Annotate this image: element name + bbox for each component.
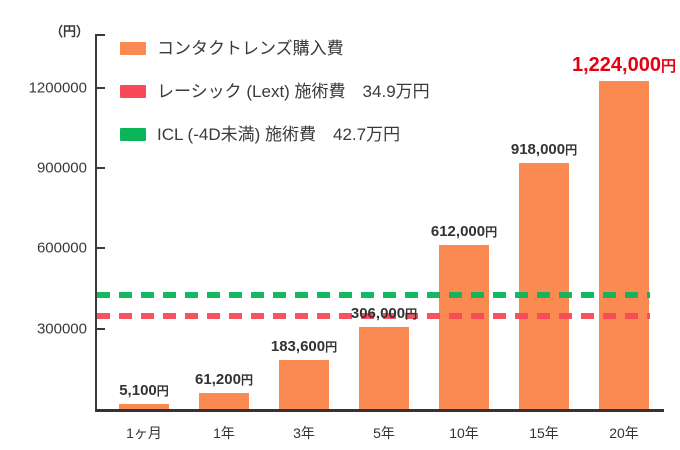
bar-value-amount: 1,224,000 xyxy=(572,54,661,77)
legend-label: コンタクトレンズ購入費 xyxy=(157,38,344,58)
bar xyxy=(279,359,329,409)
bar-value-label: 918,000円 xyxy=(459,142,629,157)
legend-item: レーシック (Lext) 施術費 34.9万円 xyxy=(120,82,430,100)
bar xyxy=(439,245,489,409)
bar-value-unit: 円 xyxy=(240,372,253,387)
x-axis-label: 15年 xyxy=(529,425,559,441)
bar-value-unit: 円 xyxy=(485,225,498,240)
x-axis-label: 10年 xyxy=(449,425,479,441)
legend-swatch xyxy=(120,41,146,55)
bar-value-unit: 円 xyxy=(156,384,169,398)
legend-swatch xyxy=(120,84,146,98)
bar-value-label: 61,200円 xyxy=(139,372,309,387)
y-axis-tick xyxy=(97,327,105,330)
bar-value-label: 612,000円 xyxy=(379,224,549,239)
bar-value-label: 306,000円 xyxy=(299,306,469,321)
bar xyxy=(359,327,409,409)
plot-area: （円） コンタクトレンズ購入費レーシック (Lext) 施術費 34.9万円 IC… xyxy=(29,24,676,441)
legend-item: ICL (-4D未満) 施術費 42.7万円 xyxy=(120,125,430,143)
bar-value-label: 1,224,000円 xyxy=(539,55,680,75)
bar xyxy=(599,81,649,409)
x-axis-label: 5年 xyxy=(373,425,395,441)
y-axis-tick xyxy=(97,86,105,89)
bar-value-amount: 612,000 xyxy=(430,223,486,241)
y-axis-unit-label: （円） xyxy=(49,24,89,39)
legend-label: ICL (-4D未満) 施術費 42.7万円 xyxy=(157,124,401,144)
y-axis-tick-label: 1200000 xyxy=(28,79,87,97)
legend-label: レーシック (Lext) 施術費 34.9万円 xyxy=(157,81,430,101)
y-axis-tick-label: 300000 xyxy=(36,320,87,338)
y-axis-tick xyxy=(97,166,105,169)
x-axis-label: 1ヶ月 xyxy=(126,425,162,441)
lasik-reference-line xyxy=(97,312,650,319)
bar-value-amount: 183,600 xyxy=(270,337,326,355)
bar-value-amount: 5,100 xyxy=(119,382,157,399)
bar xyxy=(519,163,569,409)
legend-swatch xyxy=(120,127,146,141)
bar xyxy=(119,404,169,409)
y-axis-top-tick xyxy=(97,34,105,36)
x-axis-label: 20年 xyxy=(609,425,639,441)
y-axis-tick-label: 600000 xyxy=(36,239,87,257)
y-axis-tick xyxy=(97,247,105,250)
icl-reference-line xyxy=(97,291,650,298)
bar-value-label: 183,600円 xyxy=(219,339,389,354)
y-axis-tick-label: 900000 xyxy=(36,159,87,177)
bar-value-unit: 円 xyxy=(660,58,676,76)
x-axis-label: 3年 xyxy=(293,425,315,441)
legend-item: コンタクトレンズ購入費 xyxy=(120,39,430,57)
bar-value-amount: 918,000 xyxy=(510,141,566,159)
bar-value-unit: 円 xyxy=(325,339,338,354)
bar-value-amount: 306,000 xyxy=(350,305,406,323)
bar-value-unit: 円 xyxy=(405,307,418,322)
bar-value-amount: 61,200 xyxy=(195,370,241,388)
bar-value-label: 5,100円 xyxy=(59,383,229,398)
bar xyxy=(199,392,249,409)
bar-value-unit: 円 xyxy=(565,143,578,158)
x-axis-label: 1年 xyxy=(213,425,235,441)
legend: コンタクトレンズ購入費レーシック (Lext) 施術費 34.9万円 ICL (-… xyxy=(120,39,430,168)
